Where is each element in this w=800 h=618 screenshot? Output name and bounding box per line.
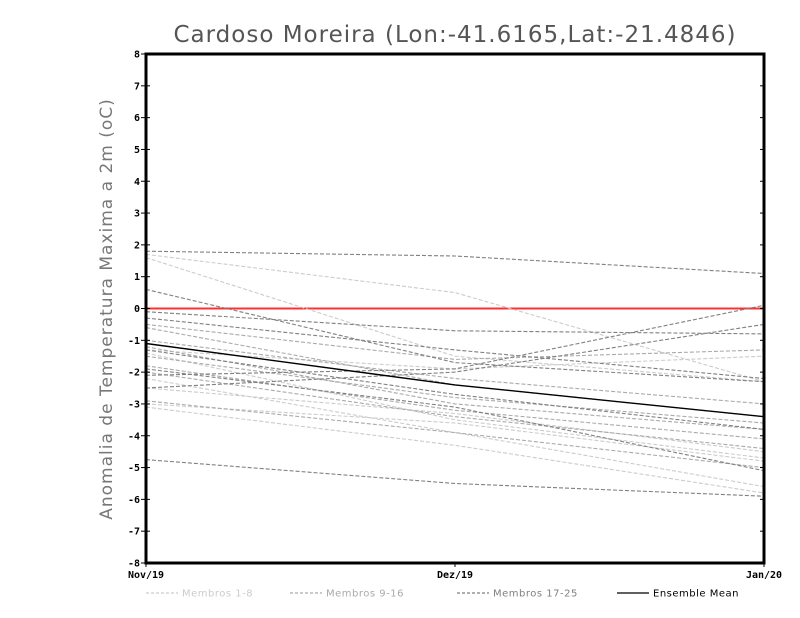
y-tick-label: 7	[134, 81, 140, 92]
member-line-25	[145, 368, 765, 472]
x-ticks: Nov/19 Dez/19 Jan/20	[128, 563, 782, 581]
series-layer	[145, 250, 765, 497]
legend-label: Membros 9-16	[326, 589, 404, 600]
x-tick-label: Dez/19	[437, 570, 473, 581]
y-tick-label: 5	[134, 145, 140, 156]
y-tick-label: -5	[128, 463, 140, 474]
y-tick-label: -1	[128, 336, 140, 347]
member-line-23	[145, 459, 765, 497]
member-line-15	[145, 365, 765, 440]
member-line-7	[145, 377, 765, 488]
legend-label: Membros 17-25	[493, 589, 578, 600]
member-line-17	[145, 250, 765, 275]
member-line-20	[145, 317, 765, 380]
member-line-6	[145, 406, 765, 494]
y-tick-label: 1	[134, 272, 140, 283]
member-line-4	[145, 387, 765, 453]
y-tick-label: 8	[134, 50, 140, 61]
y-ticks: 8 7 6 5 4 3 2 1 0 -1 -2 -3 -4 -5 -6 -7 -8	[128, 50, 764, 570]
member-line-22	[145, 323, 765, 389]
member-line-2	[145, 257, 765, 383]
member-line-13	[145, 371, 765, 450]
legend-label: Membros 1-8	[182, 589, 253, 600]
y-tick-label: -2	[128, 368, 140, 379]
y-tick-label: -8	[128, 559, 140, 570]
member-line-12	[145, 355, 765, 424]
legend-label: Ensemble Mean	[653, 589, 739, 600]
y-tick-label: 4	[134, 177, 140, 188]
member-line-1	[145, 253, 765, 383]
member-line-8	[145, 352, 765, 459]
member-line-16	[145, 339, 765, 405]
member-line-21	[145, 304, 765, 376]
member-line-24	[145, 349, 765, 430]
y-tick-label: 0	[134, 304, 140, 315]
x-tick-label: Nov/19	[128, 570, 164, 581]
member-line-14	[145, 400, 765, 469]
y-tick-label: -3	[128, 399, 140, 410]
chart-title: Cardoso Moreira (Lon:-41.6165,Lat:-21.48…	[173, 22, 736, 48]
y-axis-label: Anomalia de Temperatura Maxima a 2m (oC)	[97, 98, 117, 520]
y-tick-label: -7	[128, 527, 140, 538]
y-tick-label: 2	[134, 240, 140, 251]
legend: Membros 1-8 Membros 9-16 Membros 17-25 Ense…	[146, 589, 739, 600]
member-line-19	[145, 311, 765, 335]
member-line-18	[145, 288, 765, 383]
member-line-3	[145, 349, 765, 370]
y-tick-label: 3	[134, 209, 140, 220]
y-tick-label: -6	[128, 495, 140, 506]
member-line-9	[145, 323, 765, 360]
member-line-5	[145, 403, 765, 462]
y-tick-label: 6	[134, 113, 140, 124]
member-line-11	[145, 346, 765, 430]
x-tick-label: Jan/20	[746, 570, 782, 581]
y-tick-label: -4	[128, 431, 140, 442]
ensemble-mean-line	[145, 342, 765, 418]
